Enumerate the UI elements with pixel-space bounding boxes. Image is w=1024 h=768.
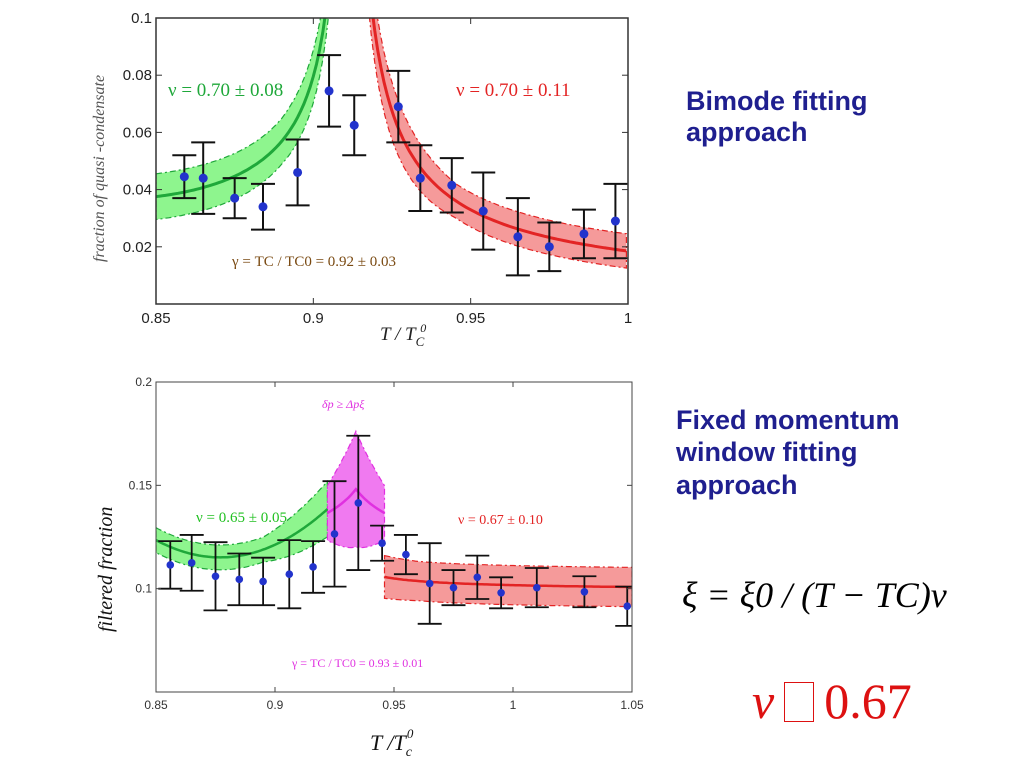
x-tick-label: 0.95 [456,310,485,327]
y-tick-label: 0.1 [135,582,152,596]
x-tick-label: 0.9 [267,698,284,712]
data-point [285,570,294,578]
data-point [258,202,268,212]
data-point [497,589,505,597]
nu-symbol: ν [752,673,775,729]
y-tick-label: 0.06 [123,124,152,141]
data-point [198,173,208,183]
data-point [544,242,554,252]
data-point [309,563,317,571]
data-point [473,573,482,582]
label-line: Bimode fitting [686,86,868,116]
data-point [354,499,363,507]
green-fit-line [156,18,327,199]
label-line: approach [686,117,808,148]
data-point [378,539,386,547]
green-confidence-band [156,479,328,571]
y-tick-label: 0.1 [131,10,152,27]
data-point [415,173,425,183]
data-point [324,86,334,96]
x-tick-label: 0.85 [144,698,168,712]
red-nu-annotation: ν = 0.70 ± 0.11 [456,80,571,101]
data-point [579,229,589,239]
x-tick-label: 0.95 [382,698,406,712]
x-tick-label: 0.9 [303,310,324,327]
y-axis-label: filtered fraction [95,507,117,632]
correlation-length-formula: ξ = ξ0 / (T − TC)ν [682,575,947,615]
y-axis-label: fraction of quasi -condensate [91,75,108,262]
data-point [187,559,196,567]
data-point [330,530,339,538]
data-point [580,587,589,596]
data-point [478,206,488,216]
plot-area-1 [156,18,628,277]
approx-symbol-box [784,682,815,722]
data-point [610,216,620,226]
x-tick-label: 1.05 [620,698,644,712]
nu-value: 0.67 [824,673,912,729]
x-axis-label: T / TC0 [380,321,426,349]
data-point [235,575,244,584]
bimode-approach-label: Bimode fitting approach [686,86,986,148]
y-tick-label: 0.2 [135,375,152,389]
gamma-annotation: γ = TC / TC0 = 0.93 ± 0.01 [291,656,423,670]
nu-approximation: ν 0.67 [752,672,912,730]
magenta-fit-line [326,487,386,515]
data-point [447,180,457,190]
red-fit-line [384,575,632,589]
chart-2: 0.85 0.9 0.95 1 1.05 0.1 0.15 0.2 T /Tc0 filtered… [95,375,644,760]
green-nu-annotation: ν = 0.65 ± 0.05 [196,510,287,526]
data-point [230,193,240,203]
red-fit-line [371,18,627,253]
data-point [623,602,632,611]
green-confidence-band [156,18,329,221]
y-tick-label: 0.02 [123,239,152,256]
green-nu-annotation: ν = 0.70 ± 0.08 [168,80,283,101]
y-tick-label: 0.04 [123,182,152,199]
data-point [259,577,267,586]
y-tick-label: 0.15 [129,478,153,492]
plot-frame-1 [155,17,629,305]
x-tick-label: 1 [510,698,517,712]
data-point [425,579,434,588]
x-tick-label: 0.85 [141,310,170,327]
data-point [179,172,189,182]
data-point [211,572,220,581]
data-point [393,102,403,112]
y-tick-label: 0.08 [123,67,152,84]
label-line: approach [676,469,798,500]
x-axis-label: T /Tc0 [370,726,414,760]
data-point [293,167,303,177]
data-point [166,561,175,569]
data-point [533,583,541,592]
green-fit-line [156,508,329,559]
data-point [449,583,458,592]
label-line: Fixed momentum [676,405,900,435]
data-point [513,232,523,242]
data-point [402,550,410,559]
fixed-momentum-approach-label: Fixed momentum window fitting approach [676,404,996,501]
plot-frame-2 [155,381,633,693]
x-tick-label: 1 [624,310,632,327]
red-nu-annotation: ν = 0.67 ± 0.10 [458,513,543,528]
label-line: window fitting [676,437,858,468]
delta-p-annotation: δp ≥ Δpξ [322,397,365,411]
gamma-annotation: γ = TC / TC0 = 0.92 ± 0.03 [231,254,396,270]
red-confidence-band [368,18,627,269]
red-confidence-band [383,554,632,608]
data-point [349,120,359,130]
chart-1: 0.85 0.9 0.95 1 0.02 0.04 0.06 0.08 0.1 T / TC0 fr… [91,10,632,349]
plot-area-2 [156,429,632,627]
